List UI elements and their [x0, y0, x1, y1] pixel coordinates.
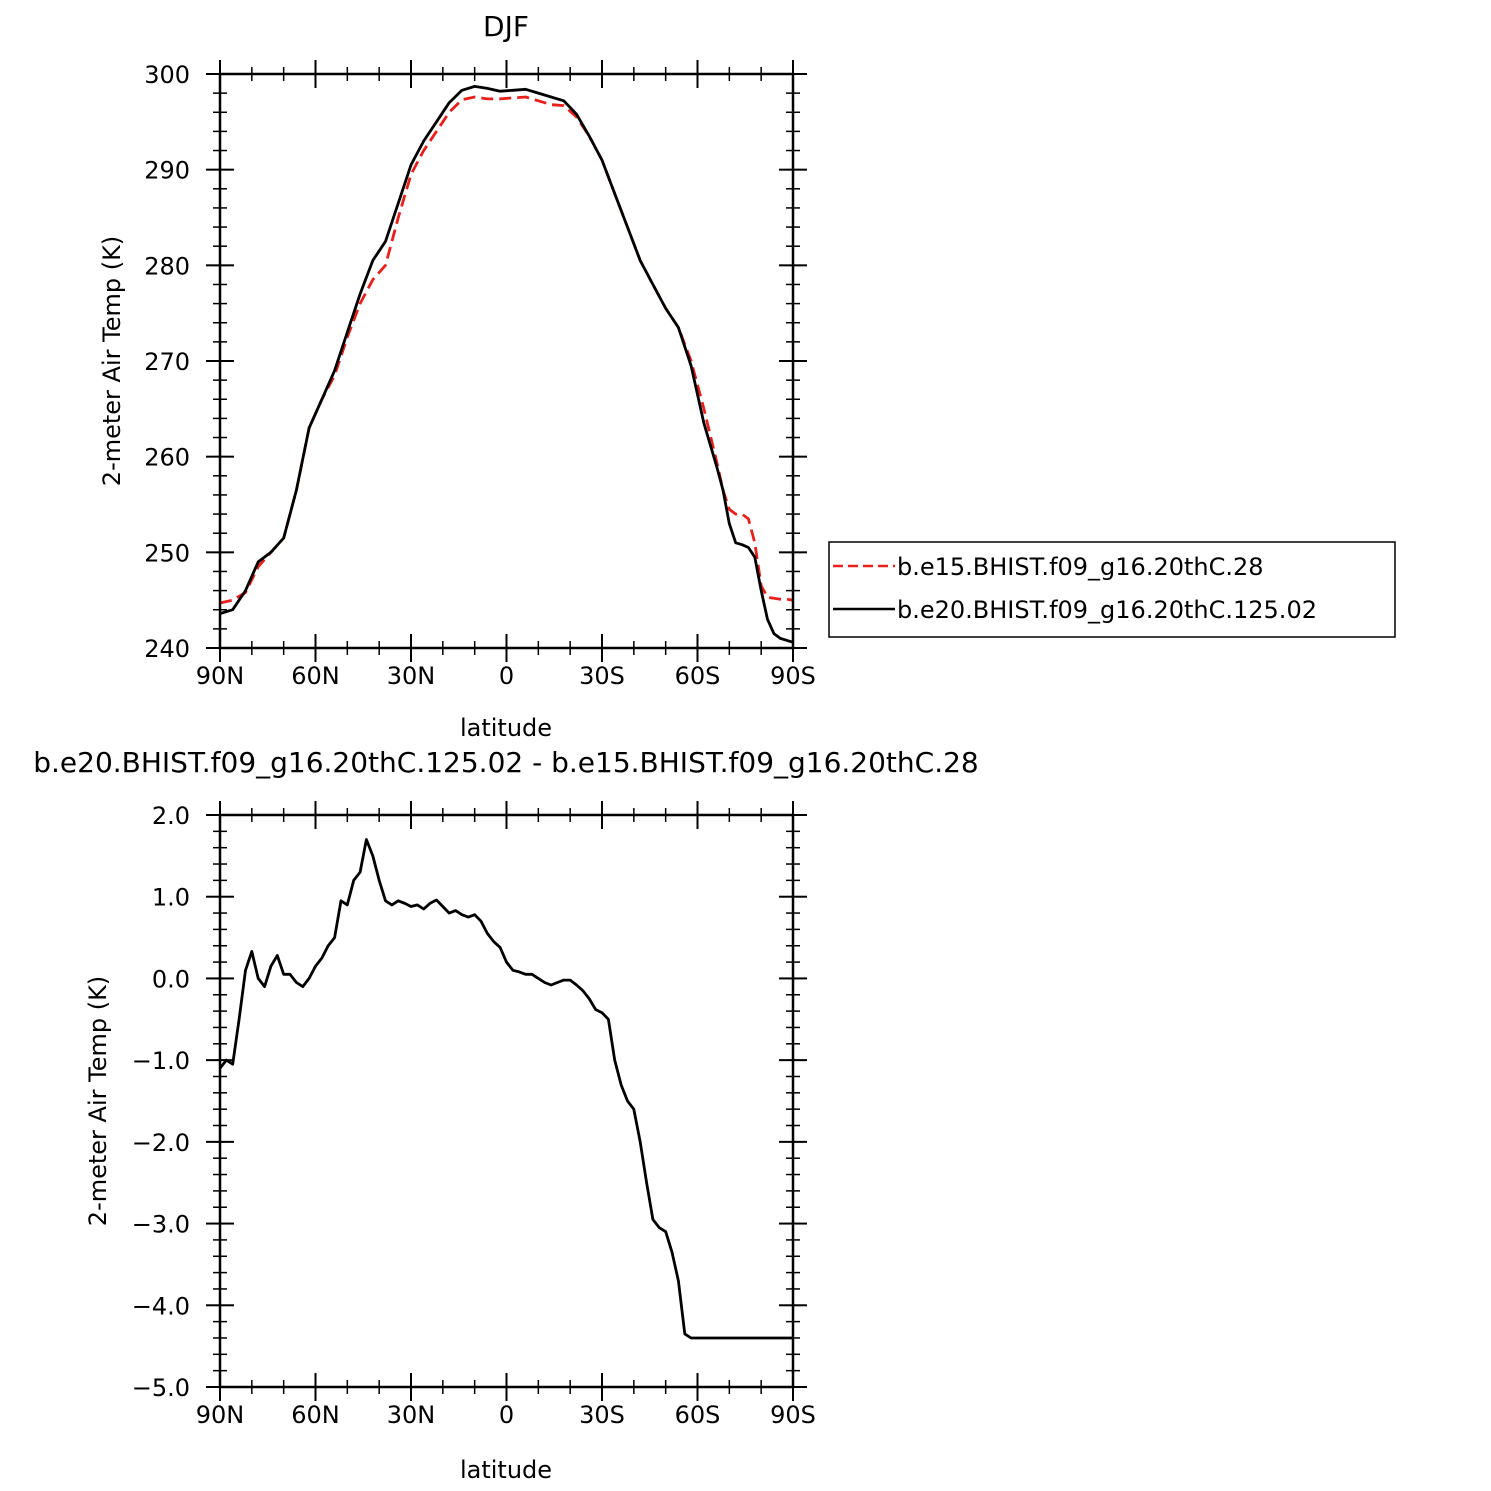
series-line-solid-0 [218, 838, 793, 1340]
x-tick-label: 90N [196, 1401, 245, 1429]
x-tick-label: 90N [196, 662, 245, 690]
y-tick-label: 280 [144, 252, 190, 280]
x-tick-label: 30S [579, 1401, 625, 1429]
y-tick-label: 2.0 [152, 802, 190, 830]
y-tick-label: 300 [144, 61, 190, 89]
difference-x-axis-label: latitude [460, 1456, 552, 1484]
legend-entry-b-e15: b.e15.BHIST.f09_g16.20thC.28 [897, 553, 1264, 581]
series-line-solid-1 [219, 85, 794, 644]
x-tick-label: 30N [387, 1401, 436, 1429]
legend-box [828, 541, 1396, 638]
axis-ticks: 90N 60N 30N 0 30S 60S 90S 2.0 1.0 0.0 −1.0 −2.0 −3.0… [132, 801, 816, 1429]
y-tick-label: 250 [144, 539, 190, 567]
difference-panel: b.e20.BHIST.f09_g16.20thC.125.02 - b.e15… [33, 746, 979, 1484]
y-tick-label: −5.0 [132, 1374, 190, 1402]
x-tick-label: 30S [579, 662, 625, 690]
difference-y-axis-label: 2-meter Air Temp (K) [84, 976, 112, 1226]
y-tick-label: −4.0 [132, 1292, 190, 1320]
y-tick-label: −3.0 [132, 1211, 190, 1239]
series-lines [218, 838, 793, 1340]
x-tick-label: 90S [770, 662, 816, 690]
y-tick-label: 240 [144, 635, 190, 663]
y-tick-label: 270 [144, 348, 190, 376]
x-axis-label: latitude [460, 714, 552, 742]
x-tick-label: 60S [675, 662, 721, 690]
y-tick-label: 0.0 [152, 965, 190, 993]
legend: b.e15.BHIST.f09_g16.20thC.28 b.e20.BHIST… [828, 541, 1396, 638]
x-tick-label: 30N [387, 662, 436, 690]
x-tick-label: 60N [291, 1401, 340, 1429]
x-tick-label: 0 [499, 1401, 514, 1429]
y-tick-label: 1.0 [152, 884, 190, 912]
chart-title: DJF [483, 10, 529, 43]
axis-ticks: 90N 60N 30N 0 30S 60S 90S 240 250 260 270 280 290 300 [144, 60, 816, 690]
x-tick-label: 0 [499, 662, 514, 690]
x-tick-label: 60S [675, 1401, 721, 1429]
difference-chart-title: b.e20.BHIST.f09_g16.20thC.125.02 - b.e15… [33, 746, 979, 779]
series-line-dashed-0 [219, 95, 794, 605]
y-tick-label: −2.0 [132, 1129, 190, 1157]
difference-plot-frame [218, 813, 795, 1389]
y-tick-label: 290 [144, 157, 190, 185]
y-tick-label: 260 [144, 444, 190, 472]
y-axis-label: 2-meter Air Temp (K) [98, 236, 126, 486]
plot-frame [218, 72, 795, 650]
y-tick-label: −1.0 [132, 1047, 190, 1075]
x-tick-label: 90S [770, 1401, 816, 1429]
x-tick-label: 60N [291, 662, 340, 690]
series-lines [219, 85, 794, 644]
legend-entry-b-e20: b.e20.BHIST.f09_g16.20thC.125.02 [897, 596, 1317, 624]
temperature-panel: DJF 2-meter Air Temp (K) latitude 90N 60N… [98, 10, 816, 742]
